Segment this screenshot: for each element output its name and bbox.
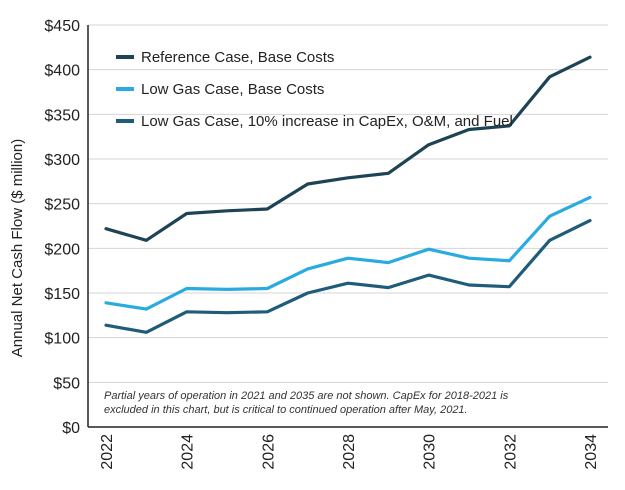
series-line-2 (104, 195, 592, 311)
x-tick-label: 2034 (583, 434, 600, 470)
legend-entry: Low Gas Case, Base Costs (141, 81, 324, 98)
y-tick-label: $200 (44, 241, 80, 258)
x-tick-labels: 2022 2024 2026 2028 2030 2032 2034 (99, 434, 600, 470)
y-tick-label: $0 (62, 420, 80, 437)
x-tick-label: 2028 (341, 434, 358, 470)
series-line-1 (104, 55, 592, 242)
annotation-note: Partial years of operation in 2021 and 2… (104, 390, 509, 416)
footnote-text: Partial years of operation in 2021 and 2… (104, 390, 509, 416)
x-tick-label: 2024 (180, 434, 197, 470)
gridlines (87, 24, 608, 428)
legend-entry: Low Gas Case, 10% increase in CapEx, O&M… (141, 113, 513, 130)
x-tick-label: 2022 (99, 434, 116, 470)
y-tick-labels: $0 $50 $100 $150 $200 $250 $300 $350 $400 $450 (44, 18, 80, 437)
legend-entry: Reference Case, Base Costs (141, 49, 334, 66)
y-tick-label: $100 (44, 331, 80, 348)
x-tick-label: 2030 (422, 434, 439, 470)
x-tick-label: 2026 (260, 434, 277, 470)
y-tick-label: $400 (44, 63, 80, 80)
legend: Reference Case, Base Costs Low Gas Case, … (116, 49, 513, 130)
y-axis-label: Annual Net Cash Flow ($ million) (9, 139, 26, 357)
series-lines (104, 55, 592, 334)
y-tick-label: $150 (44, 286, 80, 303)
x-tick-label: 2032 (502, 434, 519, 470)
y-tick-label: $450 (44, 18, 80, 35)
y-tick-label: $300 (44, 152, 80, 169)
y-tick-label: $350 (44, 107, 80, 124)
y-tick-label: $250 (44, 197, 80, 214)
y-tick-label: $50 (53, 375, 80, 392)
series-line-3 (104, 219, 592, 334)
